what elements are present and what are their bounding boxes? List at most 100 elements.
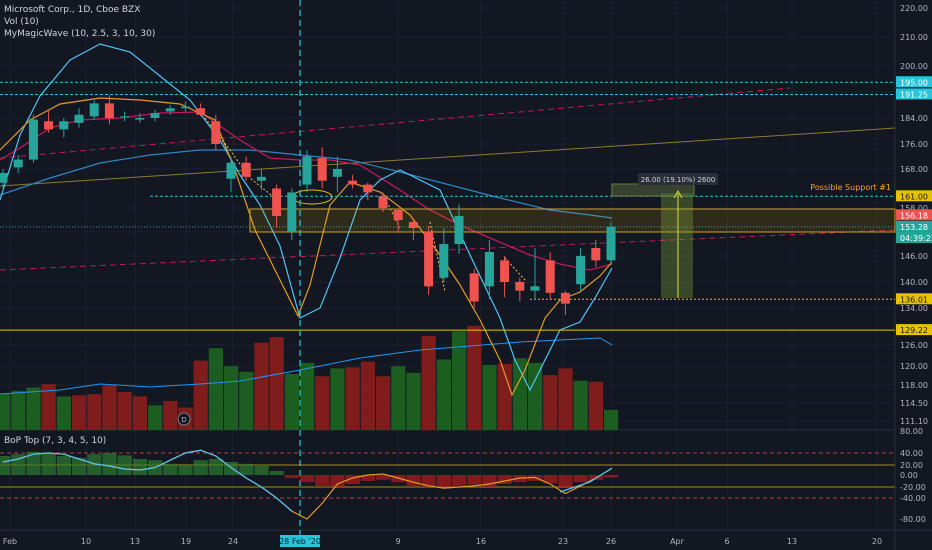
- candle-body: [606, 226, 616, 261]
- volume-bar: [497, 363, 512, 430]
- volume-bar: [284, 374, 299, 430]
- volume-bar: [300, 362, 315, 430]
- bop-bar: [315, 475, 330, 486]
- symbol-legend[interactable]: Microsoft Corp., 1D, Cboe BZX: [4, 5, 141, 15]
- measure-box-lower: [661, 193, 693, 298]
- bop-bar: [558, 475, 573, 487]
- indicator-lines: [0, 43, 896, 397]
- volume-bar: [87, 394, 102, 430]
- bop-bar: [300, 475, 315, 483]
- price-label: 153.28: [900, 223, 928, 232]
- annotations: 26.00 (19.10%) 2600 Possible Support #1 D: [177, 0, 891, 536]
- volume-bar: [26, 387, 41, 430]
- time-tick: 24: [228, 537, 238, 546]
- volume-bar: [588, 381, 603, 430]
- candle-body: [180, 106, 190, 109]
- candle-body: [150, 113, 160, 118]
- bop-bar: [87, 454, 102, 475]
- candle-body: [439, 244, 449, 278]
- time-tick: 19: [181, 537, 191, 546]
- bop-bar: [117, 455, 132, 475]
- bop-bar: [345, 475, 360, 484]
- candle-body: [317, 158, 327, 181]
- price-label-bg: [896, 293, 932, 305]
- price-label: 156.18: [900, 211, 928, 220]
- volume-bar: [208, 348, 223, 430]
- time-tick: 13: [787, 537, 797, 546]
- candle-body: [332, 169, 342, 177]
- price-tick: 158.00: [900, 204, 928, 213]
- crosshair-date-bg: [280, 535, 320, 547]
- bop-bar: [26, 451, 41, 475]
- bop-tick: 80.00: [900, 427, 923, 436]
- volume-bar: [330, 368, 345, 430]
- price-tick: 114.50: [900, 399, 928, 408]
- candle-body: [363, 184, 373, 193]
- measure-label-bg: [638, 173, 718, 185]
- bop-bar: [284, 475, 299, 478]
- volume-bar: [558, 368, 573, 430]
- volume-bar: [543, 375, 558, 430]
- event-marker: [177, 412, 191, 426]
- volume-bar: [224, 366, 239, 430]
- bop-bar: [406, 475, 421, 486]
- volume-bar: [421, 335, 436, 430]
- volume-bar: [72, 395, 87, 430]
- volume-bar: [239, 371, 254, 430]
- price-label-bg: [896, 209, 932, 221]
- volume-bar: [315, 376, 330, 430]
- bop-bar: [254, 466, 269, 475]
- candle-body: [484, 252, 494, 287]
- volume-bar: [0, 394, 11, 430]
- price-label-bg: [896, 220, 932, 232]
- wave-upper-line: [0, 43, 613, 392]
- bop-bar: [102, 453, 117, 475]
- price-tick: 184.00: [900, 114, 928, 123]
- volume-bar: [102, 385, 117, 430]
- time-tick: 20: [872, 537, 882, 546]
- volume-bar: [148, 405, 163, 430]
- candle-body: [408, 222, 418, 228]
- candle-body: [104, 103, 114, 118]
- volume-bar: [56, 396, 71, 430]
- price-tick: 220.00: [900, 4, 928, 13]
- bop-bar: [360, 475, 375, 481]
- volume-bar: [41, 384, 56, 430]
- bop-bar: [497, 475, 512, 484]
- volume-bar: [163, 400, 178, 430]
- price-label-bg: [896, 76, 932, 88]
- bop-tick: -20.00: [900, 483, 926, 492]
- bop-bar: [543, 475, 558, 484]
- wave-legend[interactable]: MyMagicWave (10, 2.5, 3, 10, 30): [4, 29, 156, 39]
- price-label: 161.00: [900, 192, 928, 201]
- supply-zone: [249, 208, 896, 233]
- bop-tick: 40.00: [900, 449, 923, 458]
- time-tick: Apr: [670, 537, 685, 546]
- candle-body: [74, 114, 84, 123]
- dotted-wave-path: [204, 117, 526, 293]
- price-tick: 176.00: [900, 140, 928, 149]
- time-tick: Feb: [3, 537, 17, 546]
- price-label: 195.00: [900, 78, 928, 87]
- time-tick: 16: [476, 537, 486, 546]
- candle-body: [13, 159, 23, 168]
- volume-ma-line: [0, 337, 613, 395]
- price-tick: 146.00: [900, 252, 928, 261]
- bop-bar: [178, 465, 193, 475]
- candle-body: [515, 282, 525, 291]
- candle-body: [59, 121, 69, 130]
- candle-body: [165, 108, 175, 112]
- bop-fast-line-recent: [559, 467, 613, 493]
- bop-legend[interactable]: BoP Top (7, 3, 4, 5, 10): [4, 436, 107, 446]
- time-tick: 9: [395, 537, 400, 546]
- bop-bar: [330, 475, 345, 487]
- candle-body: [469, 273, 479, 302]
- volume-bar: [482, 365, 497, 430]
- volume-bar: [573, 380, 588, 430]
- volume-legend[interactable]: Vol (10): [4, 17, 39, 27]
- candle-body: [226, 162, 236, 179]
- price-tick: 200.00: [900, 62, 928, 71]
- candle-body: [348, 180, 358, 185]
- volume-bar: [528, 362, 543, 430]
